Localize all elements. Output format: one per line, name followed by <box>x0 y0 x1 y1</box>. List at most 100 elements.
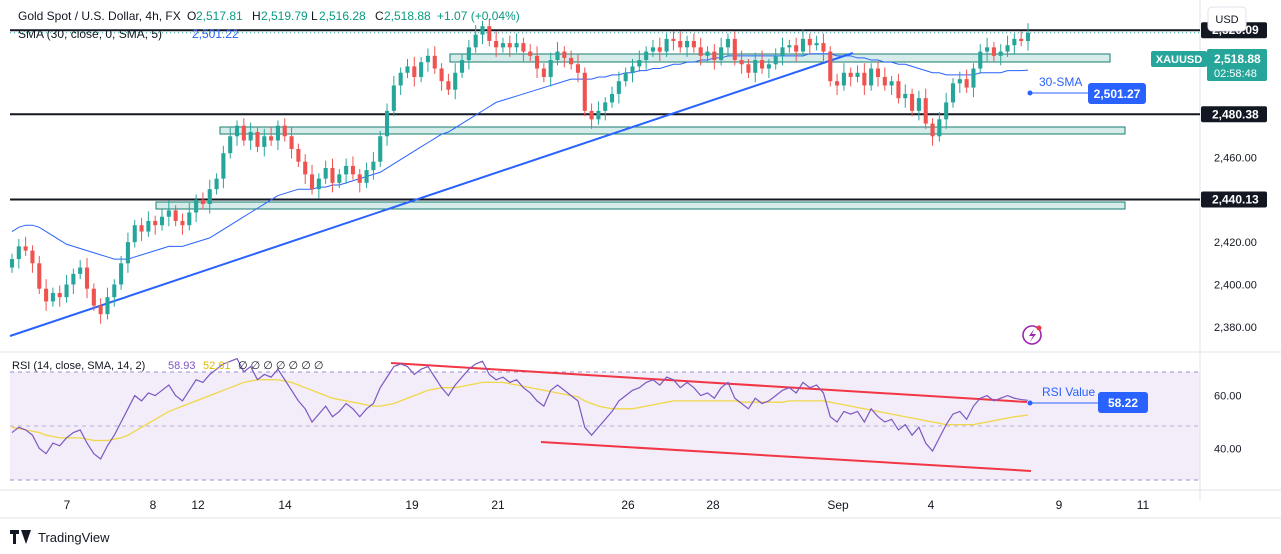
candle-down[interactable] <box>746 58 751 79</box>
candle-down[interactable] <box>180 213 185 235</box>
candle-up[interactable] <box>950 78 956 108</box>
trendline[interactable] <box>9 52 854 337</box>
candle-up[interactable] <box>705 46 710 62</box>
candle-up[interactable] <box>371 152 376 180</box>
candle-down[interactable] <box>173 205 178 227</box>
candle-down[interactable] <box>350 156 355 180</box>
candle-up[interactable] <box>228 126 233 159</box>
candle-down[interactable] <box>671 31 676 51</box>
candle-down[interactable] <box>569 50 574 70</box>
candle-down[interactable] <box>494 31 499 57</box>
candle-down[interactable] <box>23 236 28 256</box>
candle-up[interactable] <box>364 162 369 189</box>
candle-up[interactable] <box>855 65 860 83</box>
candle-down[interactable] <box>691 33 696 53</box>
candle-up[interactable] <box>480 20 485 45</box>
candle-down[interactable] <box>84 258 90 299</box>
candle-up[interactable] <box>275 120 280 151</box>
candle-up[interactable] <box>637 50 642 72</box>
candle-down[interactable] <box>794 37 799 62</box>
sma-line[interactable] <box>11 53 1029 260</box>
candle-up[interactable] <box>221 145 226 189</box>
candle-down[interactable] <box>821 33 826 62</box>
candle-up[interactable] <box>344 158 349 184</box>
candle-down[interactable] <box>296 143 301 167</box>
candle-down[interactable] <box>44 279 49 311</box>
candle-up[interactable] <box>187 202 192 231</box>
candle-down[interactable] <box>200 192 205 210</box>
candle-up[interactable] <box>9 253 15 273</box>
candle-down[interactable] <box>828 46 833 87</box>
candle-up[interactable] <box>869 63 874 91</box>
candle-up[interactable] <box>985 37 990 62</box>
candle-up[interactable] <box>473 25 478 53</box>
candle-up[interactable] <box>384 103 390 146</box>
candle-down[interactable] <box>91 283 96 311</box>
candle-down[interactable] <box>528 44 533 62</box>
candle-up[interactable] <box>998 44 1003 66</box>
candle-down[interactable] <box>98 298 103 324</box>
candle-down[interactable] <box>875 61 881 87</box>
candle-down[interactable] <box>153 215 158 235</box>
candle-down[interactable] <box>309 164 315 195</box>
candle-up[interactable] <box>466 39 471 70</box>
candle-down[interactable] <box>521 37 526 62</box>
candle-up[interactable] <box>889 75 894 95</box>
candle-up[interactable] <box>398 67 403 95</box>
candle-up[interactable] <box>64 274 69 303</box>
candle-down[interactable] <box>807 33 812 55</box>
candle-down[interactable] <box>255 126 260 153</box>
footer-brand[interactable]: TradingView <box>10 528 110 546</box>
candle-down[interactable] <box>582 67 587 117</box>
candle-down[interactable] <box>507 35 512 57</box>
candle-up[interactable] <box>337 169 342 189</box>
candle-down[interactable] <box>678 31 683 53</box>
candle-up[interactable] <box>105 287 110 320</box>
candle-up[interactable] <box>112 279 117 307</box>
candle-up[interactable] <box>194 194 199 223</box>
candle-up[interactable] <box>596 101 601 125</box>
candle-down[interactable] <box>882 67 887 91</box>
candle-up[interactable] <box>944 92 949 129</box>
candle-up[interactable] <box>766 58 771 79</box>
rsi-axis[interactable]: 40.00 60.00 <box>1214 391 1242 456</box>
candle-up[interactable] <box>725 33 731 57</box>
candle-up[interactable] <box>773 48 778 70</box>
candle-down[interactable] <box>439 63 444 91</box>
candle-down[interactable] <box>575 54 581 83</box>
candle-up[interactable] <box>841 63 846 91</box>
candle-down[interactable] <box>139 217 144 242</box>
candle-down[interactable] <box>1019 31 1024 47</box>
rsi-line[interactable] <box>11 357 1029 460</box>
candle-down[interactable] <box>37 255 42 295</box>
candle-up[interactable] <box>903 84 908 108</box>
candle-up[interactable] <box>425 48 430 72</box>
candle-down[interactable] <box>739 50 744 74</box>
candle-down[interactable] <box>303 154 308 184</box>
candle-up[interactable] <box>71 268 76 295</box>
candle-up[interactable] <box>1005 35 1010 57</box>
candle-up[interactable] <box>500 37 505 53</box>
candle-down[interactable] <box>57 285 62 307</box>
candle-up[interactable] <box>555 42 560 66</box>
candle-up[interactable] <box>419 56 424 83</box>
candle-down[interactable] <box>541 63 546 83</box>
candle-up[interactable] <box>1025 23 1031 51</box>
candle-up[interactable] <box>753 52 758 83</box>
candle-up[interactable] <box>316 173 321 199</box>
candle-up[interactable] <box>391 75 396 117</box>
candle-up[interactable] <box>78 260 83 280</box>
rsi-channel-upper[interactable] <box>390 362 1028 403</box>
candle-up[interactable] <box>800 29 806 57</box>
candle-down[interactable] <box>289 126 294 159</box>
candle-up[interactable] <box>664 33 669 57</box>
candle-up[interactable] <box>207 179 212 214</box>
candle-up[interactable] <box>957 71 962 93</box>
candle-down[interactable] <box>282 118 287 142</box>
candle-up[interactable] <box>978 44 983 74</box>
candle-up[interactable] <box>378 130 383 167</box>
rsi-channel-lower[interactable] <box>540 441 1032 472</box>
candle-up[interactable] <box>644 46 649 70</box>
candle-up[interactable] <box>119 255 124 290</box>
candle-down[interactable] <box>964 69 969 93</box>
